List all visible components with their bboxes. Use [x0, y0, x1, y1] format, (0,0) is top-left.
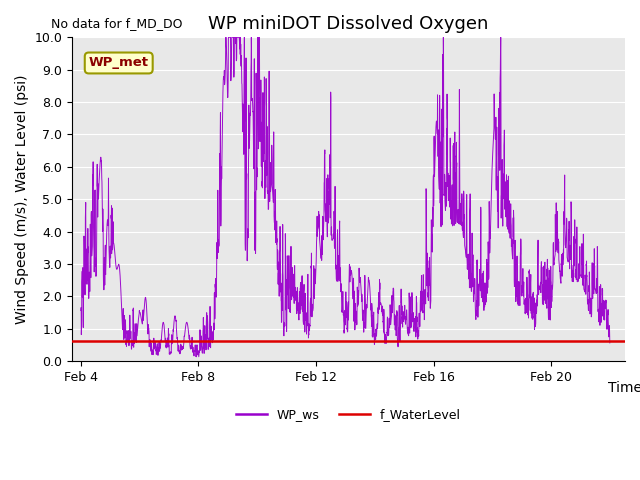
Title: WP miniDOT Dissolved Oxygen: WP miniDOT Dissolved Oxygen — [208, 15, 488, 33]
Text: WP_met: WP_met — [89, 57, 148, 70]
Text: No data for f_MD_DO: No data for f_MD_DO — [51, 17, 182, 30]
Legend: WP_ws, f_WaterLevel: WP_ws, f_WaterLevel — [231, 403, 466, 426]
X-axis label: Time: Time — [607, 381, 640, 395]
Y-axis label: Wind Speed (m/s), Water Level (psi): Wind Speed (m/s), Water Level (psi) — [15, 74, 29, 324]
